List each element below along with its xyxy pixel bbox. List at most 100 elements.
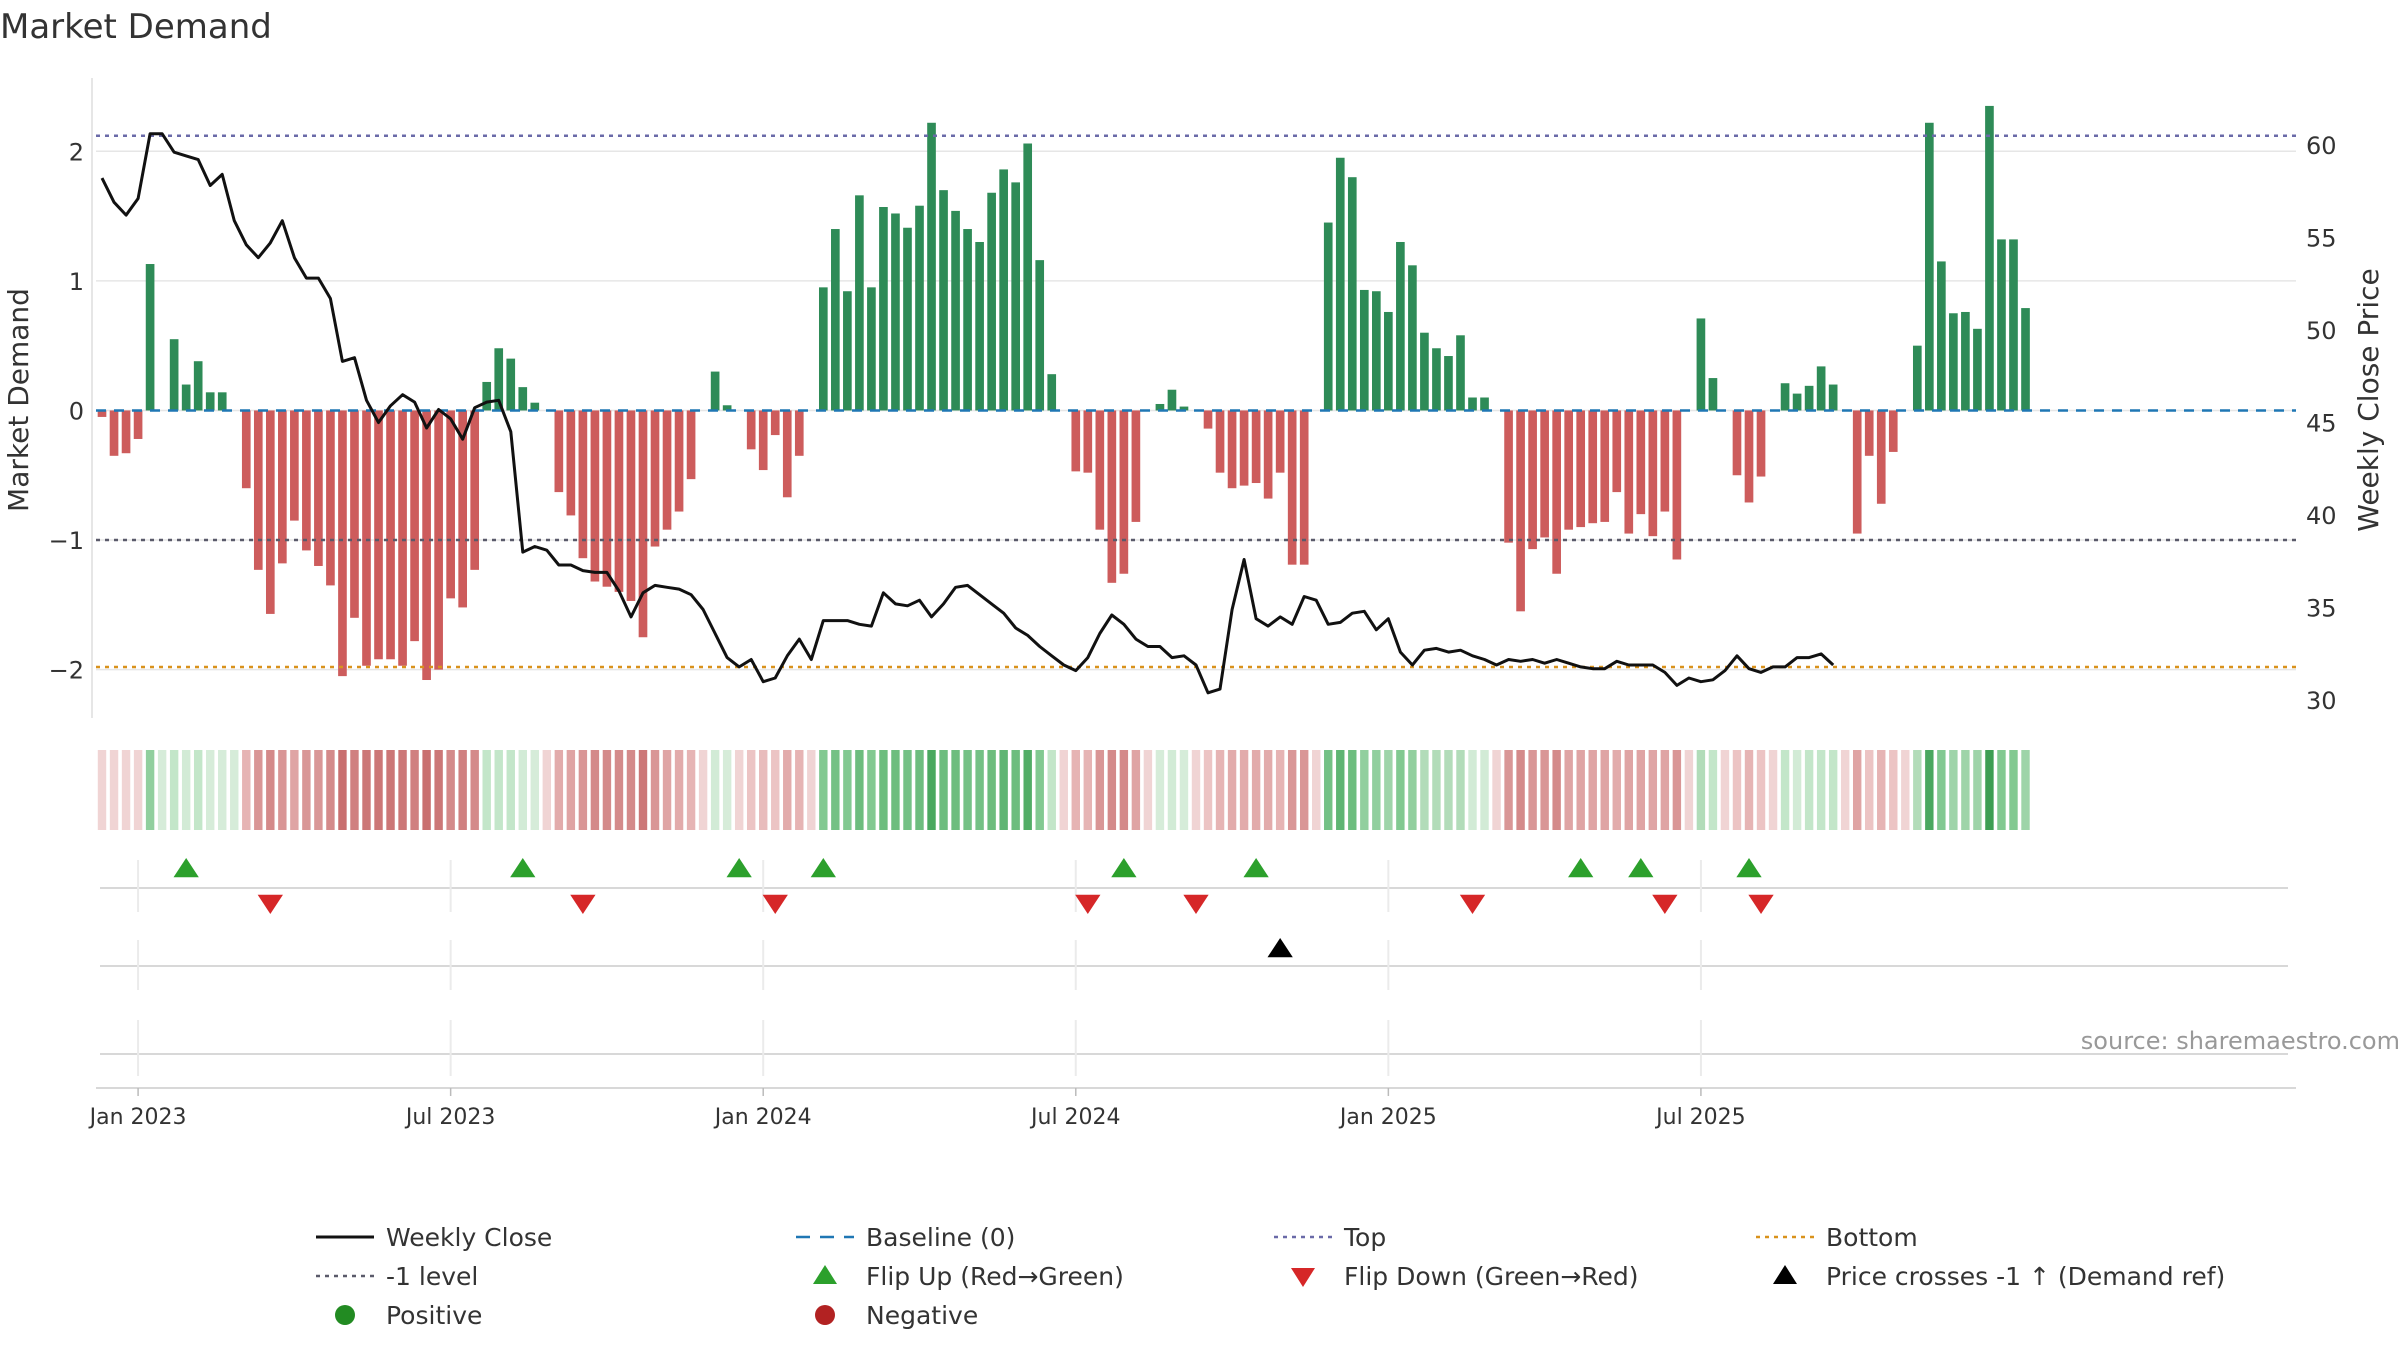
- demand-bar: [975, 241, 984, 411]
- demand-strip-cell: [855, 750, 864, 830]
- demand-strip-cell: [1660, 750, 1670, 830]
- demand-strip-cell: [1083, 750, 1093, 830]
- demand-bar: [1937, 261, 1946, 411]
- demand-strip-cell: [614, 750, 624, 830]
- demand-bar: [1384, 311, 1393, 411]
- demand-bar: [1612, 410, 1622, 493]
- demand-strip-cell: [927, 750, 936, 830]
- demand-strip-cell: [686, 750, 696, 830]
- demand-strip-cell: [1889, 750, 1898, 830]
- demand-bar: [1444, 356, 1453, 411]
- demand-bar: [1155, 403, 1165, 411]
- demand-strip-cell: [1384, 750, 1393, 830]
- flip-down-marker: [1748, 894, 1774, 914]
- demand-strip-cell: [1215, 750, 1225, 830]
- demand-bar: [1636, 410, 1646, 515]
- demand-bar: [1119, 410, 1129, 574]
- demand-bar: [205, 392, 215, 411]
- demand-strip-cell: [1179, 750, 1189, 830]
- demand-strip-cell: [1973, 750, 1982, 830]
- demand-strip-cell: [1624, 750, 1633, 830]
- demand-bar: [1287, 410, 1297, 565]
- demand-bar: [217, 392, 227, 411]
- demand-strip-cell: [1035, 750, 1044, 830]
- demand-strip-cell: [1191, 750, 1201, 830]
- demand-bar: [506, 358, 516, 411]
- flip-up-marker: [1628, 858, 1654, 878]
- demand-bar: [686, 410, 696, 480]
- demand-bar: [746, 410, 756, 450]
- demand-strip-cell: [1600, 750, 1609, 830]
- legend-negative-swatch: [815, 1305, 835, 1325]
- demand-bar: [458, 410, 467, 608]
- y-tick-label: −1: [49, 527, 84, 555]
- y-tick-label: −2: [49, 657, 84, 685]
- flip-up-marker: [1111, 858, 1137, 878]
- demand-strip-cell: [121, 750, 131, 830]
- demand-strip-cell: [1708, 750, 1718, 830]
- demand-bar: [867, 287, 876, 411]
- demand-strip-cell: [1348, 750, 1357, 830]
- demand-bar: [1227, 410, 1237, 489]
- demand-strip-cell: [350, 750, 359, 830]
- demand-bar: [1732, 410, 1742, 476]
- demand-bar: [1756, 410, 1766, 477]
- legend-positive-swatch: [335, 1305, 355, 1325]
- demand-bar: [578, 410, 588, 559]
- demand-strip-cell: [302, 750, 311, 830]
- demand-strip-cell: [1852, 750, 1862, 830]
- demand-bar: [145, 264, 155, 411]
- demand-strip-cell: [1299, 750, 1309, 830]
- demand-bar: [1852, 410, 1862, 534]
- flip-down-marker: [1652, 894, 1678, 914]
- demand-strip-cell: [1360, 750, 1369, 830]
- demand-bar: [1275, 410, 1285, 473]
- legend-flip-down-swatch: [1291, 1268, 1315, 1287]
- demand-strip-cell: [939, 750, 948, 830]
- demand-strip-cell: [891, 750, 900, 830]
- demand-bar: [1792, 393, 1802, 411]
- demand-bar: [1131, 410, 1141, 522]
- demand-strip-cell: [1516, 750, 1525, 830]
- chart-title: Market Demand: [0, 7, 272, 47]
- demand-bar: [1696, 318, 1706, 411]
- demand-strip-cell: [1287, 750, 1297, 830]
- demand-bar: [109, 410, 119, 456]
- demand-bar: [1576, 410, 1586, 528]
- demand-strip-cell: [1275, 750, 1285, 830]
- demand-bar: [290, 410, 299, 521]
- demand-bar: [1095, 410, 1105, 530]
- demand-strip-cell: [1095, 750, 1105, 830]
- demand-strip-cell: [1901, 750, 1910, 830]
- demand-bar: [1804, 385, 1814, 411]
- demand-bar: [362, 410, 371, 666]
- demand-strip-cell: [1143, 750, 1153, 830]
- demand-strip-cell: [1324, 750, 1333, 830]
- legend-label: Weekly Close: [386, 1223, 552, 1252]
- flip-down-marker: [1459, 894, 1486, 914]
- demand-bar: [314, 410, 323, 566]
- demand-bar: [1828, 384, 1838, 411]
- demand-strip-cell: [566, 750, 576, 830]
- demand-strip-cell: [422, 750, 431, 830]
- demand-bar: [398, 410, 407, 666]
- demand-bar: [1912, 345, 1922, 411]
- demand-strip-cell: [530, 750, 540, 830]
- demand-bar: [1744, 410, 1754, 503]
- demand-bar: [374, 410, 383, 660]
- demand-bar: [1359, 289, 1369, 411]
- legend-label: Flip Up (Red→Green): [866, 1262, 1124, 1291]
- demand-strip-cell: [1251, 750, 1261, 830]
- demand-strip-cell: [1540, 750, 1549, 830]
- demand-strip-cell: [1552, 750, 1561, 830]
- demand-bar: [1203, 410, 1213, 429]
- demand-bar: [758, 410, 768, 471]
- demand-strip-cell: [470, 750, 479, 830]
- demand-bar: [1035, 260, 1045, 411]
- demand-strip-cell: [578, 750, 588, 830]
- demand-bar: [338, 410, 347, 677]
- legend-label: -1 level: [386, 1262, 478, 1291]
- demand-strip-cell: [903, 750, 912, 830]
- demand-strip-cell: [1432, 750, 1441, 830]
- demand-strip-cell: [819, 750, 828, 830]
